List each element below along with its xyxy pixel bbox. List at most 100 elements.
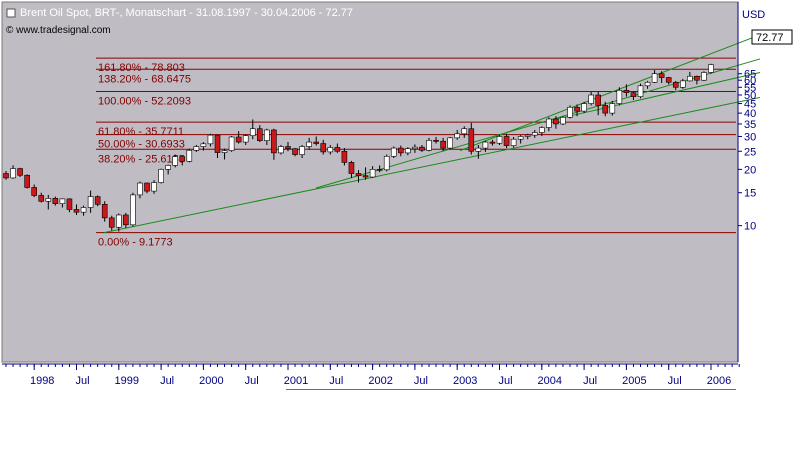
candle-body [285, 146, 291, 150]
candle-body [658, 73, 665, 78]
candle-body [165, 165, 171, 170]
y-tick-label: 50 [744, 90, 756, 102]
candle-body [3, 173, 9, 179]
y-tick-label: 15 [744, 188, 756, 200]
candle-body [687, 75, 693, 82]
candle-body [327, 147, 334, 153]
candle-body [362, 175, 369, 178]
candle-body [17, 168, 23, 176]
fib-label: 161.80% - 78.803 [98, 62, 185, 74]
candle-body [66, 198, 73, 210]
candle-body [383, 155, 390, 171]
candle-body [158, 169, 164, 183]
candle-body [73, 209, 80, 213]
candle-body [355, 173, 362, 176]
window-icon [6, 8, 16, 18]
scrollbar-track[interactable] [286, 389, 736, 390]
candle-body [447, 137, 453, 149]
candle-body [560, 116, 566, 125]
x-tick-label: 2003 [453, 375, 477, 387]
candle-body [630, 92, 637, 97]
candle-body [130, 194, 136, 226]
x-tick-label: Jul [329, 375, 343, 387]
candle-body [264, 129, 270, 141]
fib-label: 61.80% - 35.7711 [98, 126, 184, 138]
candle-body [31, 187, 38, 196]
candle-body [517, 136, 524, 140]
candle-body [475, 147, 482, 152]
x-tick-label: Jul [160, 375, 174, 387]
x-tick-label: Jul [498, 375, 512, 387]
candle-body [292, 148, 298, 155]
candle-body [369, 169, 376, 178]
y-tick-label: 30 [744, 131, 756, 143]
candle-body [581, 103, 587, 112]
candle-body [299, 146, 305, 155]
last-price-box [751, 29, 793, 45]
candle-body [454, 133, 461, 139]
fib-label: 38.20% - 25.6155 [98, 153, 185, 165]
x-tick-label: 2006 [707, 375, 731, 387]
candle-body [665, 77, 672, 83]
candle-body [510, 138, 517, 146]
candle-body [214, 134, 221, 153]
candle-body [193, 146, 200, 151]
fib-label: 50.00% - 30.6933 [98, 139, 185, 151]
x-tick-label: 1999 [115, 375, 139, 387]
candle-body [24, 174, 30, 188]
candle-body [271, 129, 277, 154]
candle-body [116, 214, 122, 228]
candle-body [278, 146, 284, 154]
chart-title: Brent Oil Spot, BRT-, Monatschart - 31.0… [20, 7, 353, 19]
y-tick-label: 55 [744, 82, 756, 94]
chart-window: 161.80% - 78.803 138.20% - 68.6475 100.00%… [0, 0, 796, 390]
y-tick-label: 10 [744, 221, 756, 233]
candle-body [609, 103, 616, 114]
candle-body [200, 143, 207, 147]
candle-body [151, 182, 157, 192]
candle-body [546, 118, 552, 128]
candle-body [249, 128, 256, 136]
x-tick-label: Jul [668, 375, 682, 387]
candle-body [320, 143, 327, 153]
candle-body [144, 182, 150, 192]
candle-body [553, 118, 559, 125]
source-credit: © www.tradesignal.com [6, 25, 111, 36]
candle-body [101, 204, 108, 219]
candle-body [623, 89, 630, 93]
candle-body [306, 141, 312, 147]
currency-unit: USD [742, 9, 765, 21]
candle-body [123, 214, 129, 226]
candle-body [207, 134, 214, 145]
fib-label: 0.00% - 9.1773 [98, 237, 173, 249]
candle-body [52, 198, 59, 205]
trend-line [103, 96, 761, 234]
candle-body [235, 136, 242, 143]
last-price-label: 72.77 [756, 32, 784, 44]
candle-body [313, 141, 320, 144]
candle-body [588, 94, 594, 104]
candle-body [45, 198, 52, 202]
candle-body [574, 106, 580, 112]
candle-body [172, 156, 178, 166]
candle-body [679, 80, 686, 88]
trend-line [315, 58, 761, 189]
candle-body [186, 149, 193, 162]
x-tick-label: 2000 [199, 375, 223, 387]
candle-body [137, 182, 143, 196]
x-tick-label: 1998 [30, 375, 54, 387]
y-tick-label: 60 [744, 75, 756, 87]
candle-body [376, 169, 383, 171]
candle-body [461, 128, 468, 135]
x-tick-label: 2004 [538, 375, 562, 387]
trend-line [459, 34, 761, 152]
candle-body [567, 106, 573, 118]
x-tick-label: Jul [245, 375, 259, 387]
candle-body [496, 136, 503, 144]
plot-area [1, 1, 739, 363]
y-tick-label: 20 [744, 164, 756, 176]
candle-body [108, 217, 115, 228]
candle-body [390, 147, 397, 157]
x-tick-label: Jul [75, 375, 89, 387]
